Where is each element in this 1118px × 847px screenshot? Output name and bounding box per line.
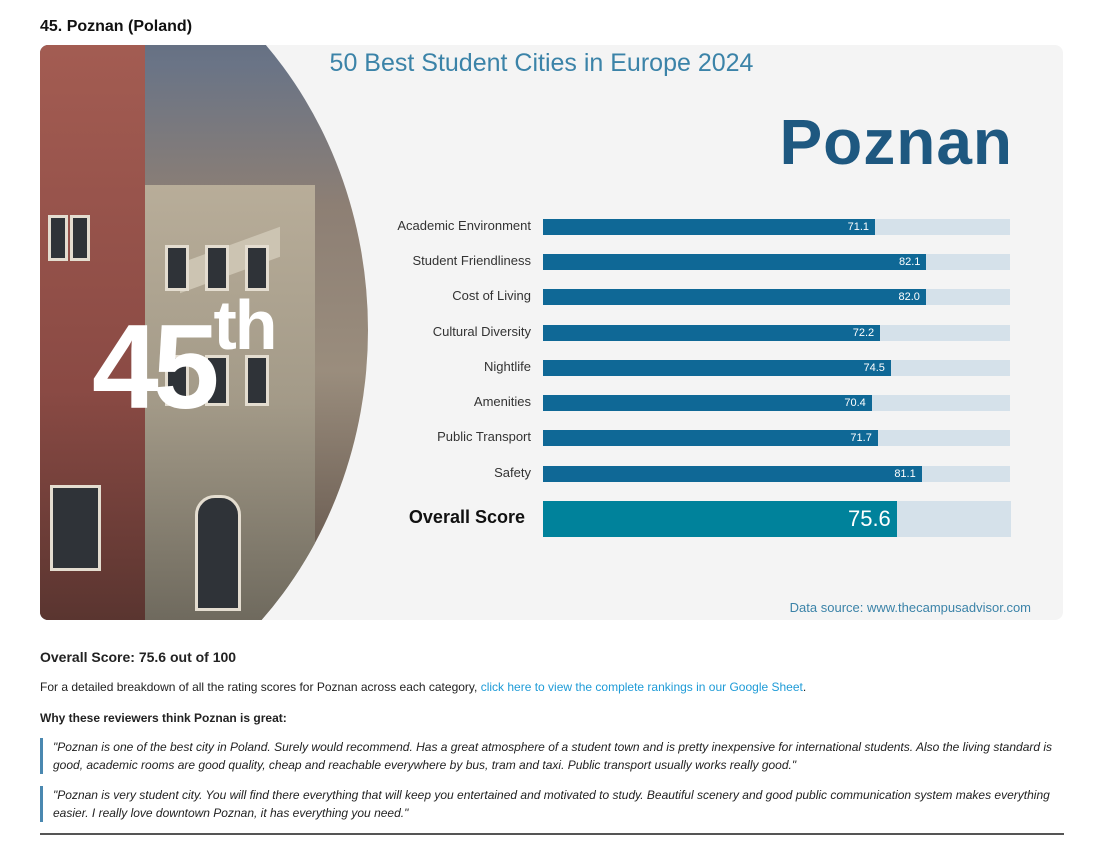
overall-score-value: 75.6	[847, 506, 891, 531]
category-label: Public Transport	[437, 429, 531, 444]
category-label: Nightlife	[484, 359, 531, 374]
bar-row: Amenities 70.4	[340, 394, 1010, 411]
bar-value-label: 82.1	[898, 256, 921, 268]
bar-value-label: 72.2	[852, 327, 875, 339]
bar: 81.1	[543, 466, 922, 482]
divider	[40, 833, 1064, 835]
bar: 71.7	[543, 430, 878, 446]
bar: 82.0	[543, 289, 926, 305]
bar-track: 71.1	[543, 219, 1010, 235]
bar-value-label: 82.0	[898, 291, 920, 303]
bar-row: Student Friendliness 82.1	[340, 253, 1010, 270]
breakdown-paragraph: For a detailed breakdown of all the rati…	[40, 680, 807, 694]
category-label: Academic Environment	[397, 218, 531, 233]
bar-track: 74.5	[543, 360, 1010, 376]
review-quote: "Poznan is very student city. You will f…	[40, 786, 1068, 822]
city-photo	[40, 45, 368, 620]
infographic-title: 50 Best Student Cities in Europe 2024	[329, 49, 754, 77]
review-quote: "Poznan is one of the best city in Polan…	[40, 738, 1068, 774]
category-label: Cost of Living	[452, 288, 531, 303]
google-sheet-link[interactable]: click here to view the complete rankings…	[480, 680, 803, 694]
category-label: Student Friendliness	[412, 253, 531, 268]
bar-track: 75.6	[543, 501, 1011, 537]
bar-row: Nightlife 74.5	[340, 359, 1010, 376]
bar-track: 72.2	[543, 325, 1010, 341]
bar: 71.1	[543, 219, 876, 235]
data-source: Data source: www.thecampusadvisor.com	[789, 600, 1031, 615]
bar: 72.2	[543, 325, 881, 341]
category-label: Amenities	[473, 394, 531, 409]
bar-value-label: 74.5	[863, 362, 885, 374]
bar-track: 82.1	[543, 254, 1010, 270]
bar-track: 70.4	[543, 395, 1010, 411]
bar: 74.5	[543, 360, 891, 376]
category-label: Safety	[494, 465, 531, 480]
section-heading: 45. Poznan (Poland)	[40, 18, 193, 35]
overall-score-label: Overall Score	[408, 507, 525, 527]
bar-row: Safety 81.1	[340, 465, 1010, 482]
bar-value-label: 70.4	[844, 397, 866, 409]
bar: 70.4	[543, 395, 872, 411]
infographic: 45th 50 Best Student Cities in Europe 20…	[40, 45, 1063, 620]
bar: 82.1	[543, 254, 927, 270]
bar-track: 81.1	[543, 466, 1010, 482]
bar-track: 71.7	[543, 430, 1010, 446]
rank-badge: 45th	[92, 286, 278, 434]
city-name: Poznan	[779, 106, 1013, 178]
overall-score-bar: Overall Score 75.6	[340, 501, 1011, 537]
bar-row: Cost of Living 82.0	[340, 288, 1010, 305]
bar-row: Academic Environment 71.1	[340, 218, 1010, 235]
bar-value-label: 71.1	[847, 221, 870, 233]
why-heading: Why these reviewers think Poznan is grea…	[40, 711, 287, 725]
bar-fill: 75.6	[543, 501, 897, 537]
bar-row: Public Transport 71.7	[340, 429, 1010, 446]
overall-score-text: Overall Score: 75.6 out of 100	[40, 649, 237, 665]
bar-row: Cultural Diversity 72.2	[340, 324, 1010, 341]
bar-value-label: 81.1	[894, 468, 916, 480]
bar-value-label: 71.7	[850, 432, 872, 444]
category-label: Cultural Diversity	[432, 324, 531, 339]
bar-track: 82.0	[543, 289, 1010, 305]
